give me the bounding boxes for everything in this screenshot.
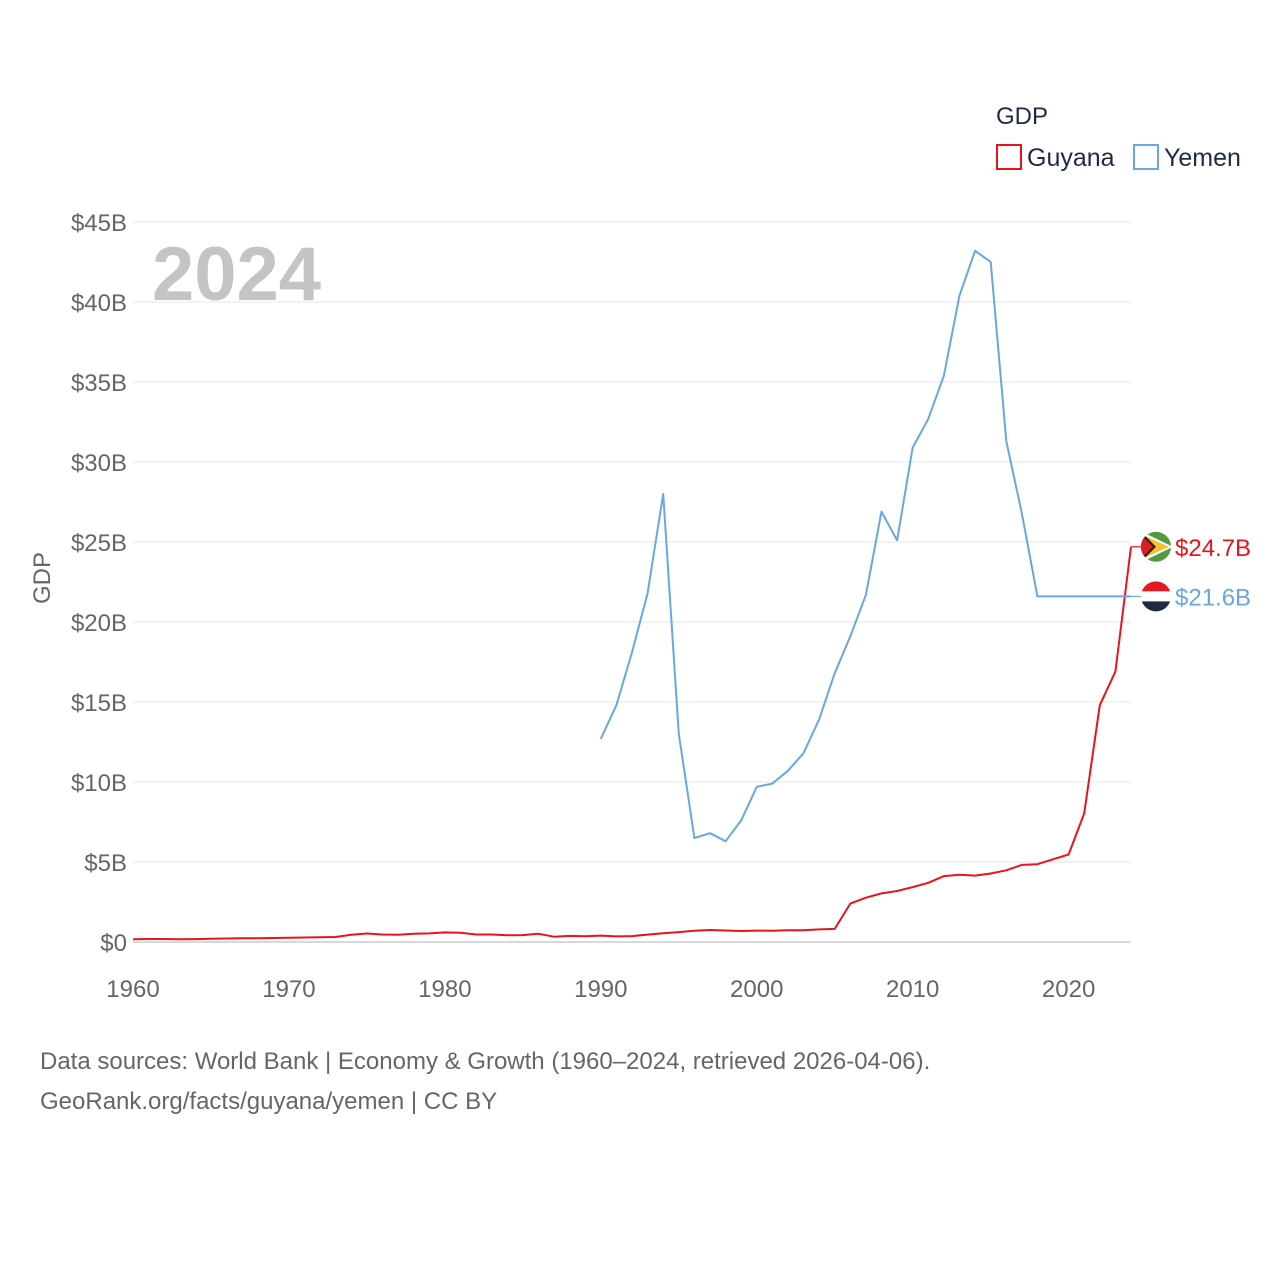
y-tick-label: $25B [71, 530, 127, 557]
x-tick-label: 1980 [418, 976, 471, 1003]
source-line-1: Data sources: World Bank | Economy & Gro… [40, 1048, 931, 1075]
yemen-flag-icon [1141, 581, 1171, 612]
gdp-line-chart: $0 $5B $10B $15B $20B $25B $30B $35B $40B $45B 19… [29, 103, 1251, 1003]
y-tick-label: $20B [71, 610, 127, 637]
legend-item-yemen[interactable]: Yemen [1133, 144, 1241, 172]
y-tick-label: $35B [71, 370, 127, 397]
y-tick-label: $0 [100, 930, 127, 957]
x-tick-label: 2020 [1042, 976, 1095, 1003]
y-tick-label: $30B [71, 450, 127, 477]
x-tick-label: 2000 [730, 976, 783, 1003]
legend-label-yemen: Yemen [1164, 144, 1241, 172]
end-value-yemen: $21.6B [1175, 584, 1251, 611]
end-marker-yemen: $21.6B [1131, 581, 1251, 612]
y-tick-label: $10B [71, 770, 127, 797]
y-tick-label: $45B [71, 210, 127, 237]
x-axis-ticks: 1960 1970 1980 1990 2000 2010 2020 [106, 976, 1095, 1003]
x-tick-label: 2010 [886, 976, 939, 1003]
legend-swatch-yemen [1133, 144, 1159, 170]
legend: GDP Guyana Yemen [996, 103, 1241, 172]
x-tick-label: 1960 [106, 976, 159, 1003]
series-line-yemen [599, 249, 1131, 843]
legend-label-guyana: Guyana [1027, 144, 1115, 172]
guyana-flag-icon [1141, 531, 1171, 562]
grid-lines [133, 221, 1131, 943]
end-value-guyana: $24.7B [1175, 535, 1251, 562]
y-tick-label: $5B [84, 850, 127, 877]
y-axis-label: GDP [29, 552, 56, 604]
year-display: 2024 [152, 232, 321, 317]
series-line-guyana [132, 546, 1132, 941]
legend-swatch-guyana [996, 144, 1022, 170]
end-marker-guyana: $24.7B [1131, 531, 1251, 562]
legend-title: GDP [996, 103, 1048, 130]
x-tick-label: 1970 [262, 976, 315, 1003]
source-line-2[interactable]: GeoRank.org/facts/guyana/yemen | CC BY [40, 1088, 498, 1115]
y-tick-label: $15B [71, 690, 127, 717]
y-tick-label: $40B [71, 290, 127, 317]
series-lines [132, 249, 1132, 941]
y-axis-ticks: $0 $5B $10B $15B $20B $25B $30B $35B $40B $45B [71, 210, 127, 957]
x-tick-label: 1990 [574, 976, 627, 1003]
legend-item-guyana[interactable]: Guyana [996, 144, 1115, 172]
source-note: Data sources: World Bank | Economy & Gro… [40, 1042, 1240, 1122]
